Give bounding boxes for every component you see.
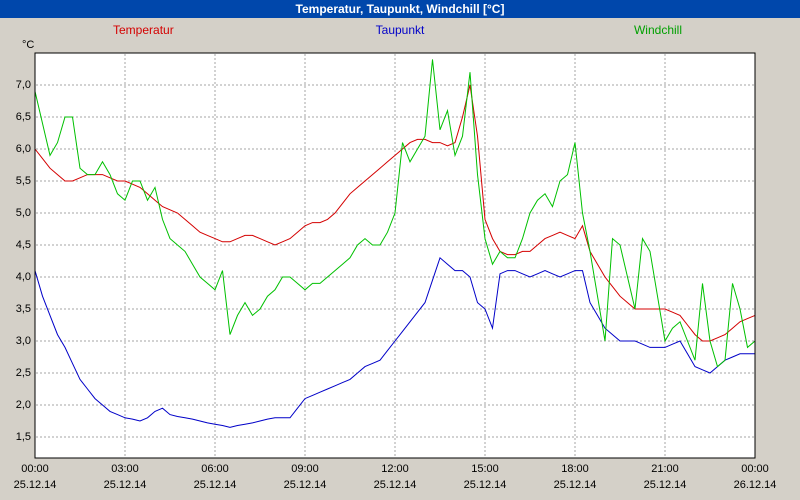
y-tick-label: 7,0 <box>15 79 31 91</box>
x-tick-time: 03:00 <box>111 463 139 475</box>
x-tick-time: 06:00 <box>201 463 229 475</box>
y-tick-label: 3,5 <box>15 303 31 315</box>
y-tick-label: 4,5 <box>15 239 31 251</box>
x-tick-time: 12:00 <box>381 463 409 475</box>
y-tick-label: 2,0 <box>15 399 31 411</box>
x-tick-date: 25.12.14 <box>553 479 597 491</box>
legend-taupunkt: Taupunkt <box>375 23 425 37</box>
y-tick-label: 5,0 <box>15 207 31 219</box>
y-tick-label: 4,0 <box>15 271 31 283</box>
x-tick-date: 25.12.14 <box>463 479 507 491</box>
x-tick-time: 15:00 <box>471 463 499 475</box>
y-tick-label: 1,5 <box>15 431 31 443</box>
x-tick-date: 25.12.14 <box>103 479 147 491</box>
y-tick-label: 6,5 <box>15 111 31 123</box>
y-tick-label: 3,0 <box>15 335 31 347</box>
x-tick-time: 18:00 <box>561 463 589 475</box>
x-tick-date: 25.12.14 <box>643 479 687 491</box>
x-tick-date: 26.12.14 <box>733 479 777 491</box>
y-tick-label: 6,0 <box>15 143 31 155</box>
x-tick-time: 21:00 <box>651 463 679 475</box>
window-title: Temperatur, Taupunkt, Windchill [°C] <box>0 0 800 18</box>
x-tick-date: 25.12.14 <box>193 479 237 491</box>
y-tick-label: 2,5 <box>15 367 31 379</box>
x-tick-time: 09:00 <box>291 463 319 475</box>
legend-windchill: Windchill <box>633 23 682 37</box>
x-tick-date: 25.12.14 <box>373 479 417 491</box>
y-tick-label: 5,5 <box>15 175 31 187</box>
x-tick-date: 25.12.14 <box>283 479 327 491</box>
x-tick-date: 25.12.14 <box>13 479 57 491</box>
x-tick-time: 00:00 <box>741 463 769 475</box>
x-tick-time: 00:00 <box>21 463 49 475</box>
legend-temperatur: Temperatur <box>113 23 174 37</box>
y-axis-unit: °C <box>22 39 35 51</box>
